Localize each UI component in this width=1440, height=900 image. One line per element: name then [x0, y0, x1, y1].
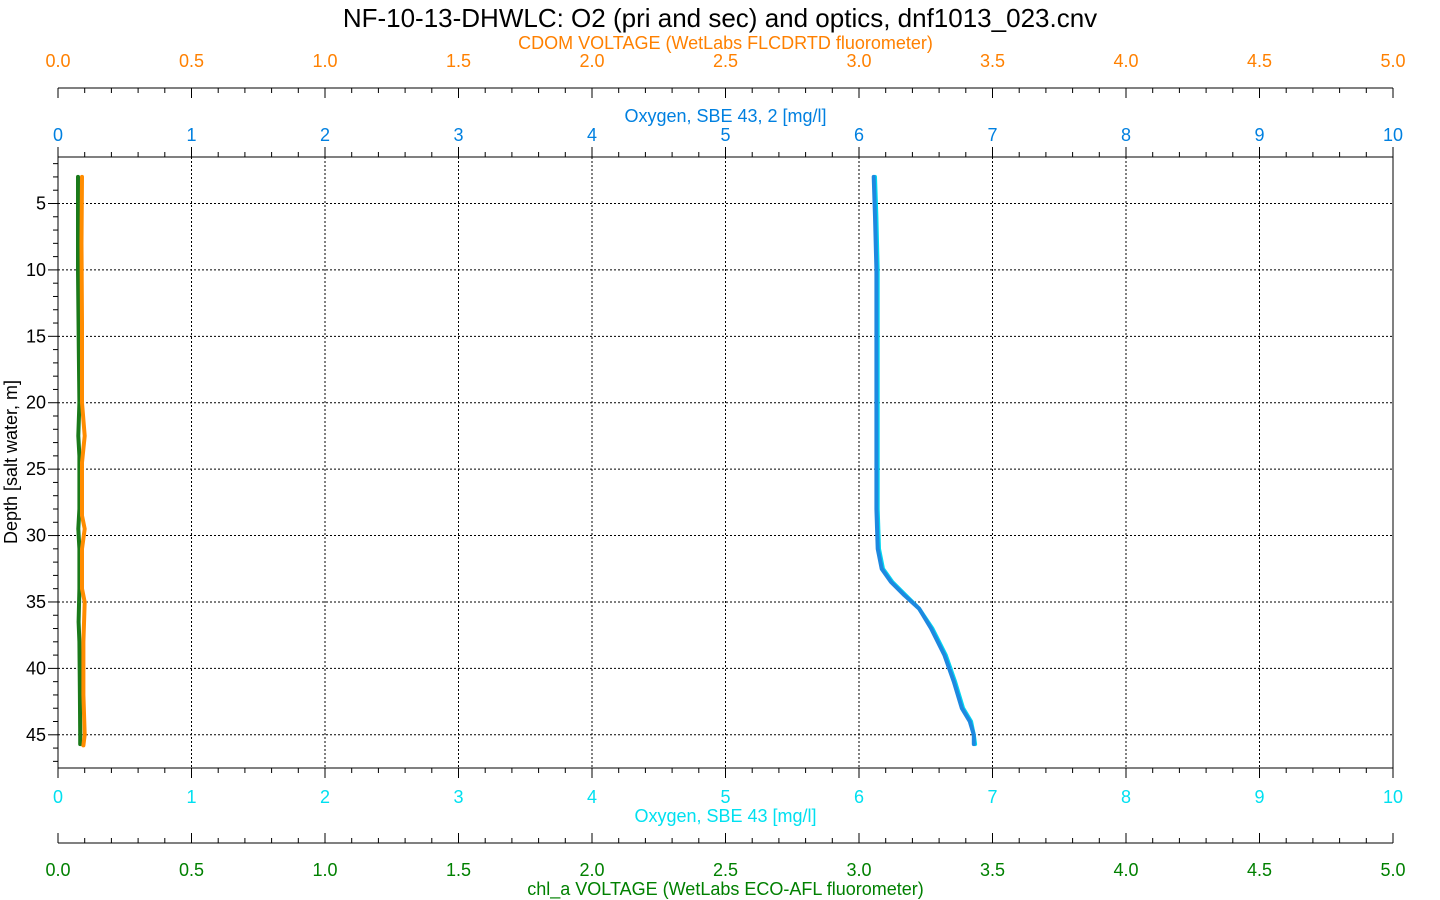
x-axis-oxy1: 0 1 2 3 4 5 6 7 8 9 10 Oxygen, SBE 43 [mg/l]: [53, 768, 1403, 826]
x-tick-label: 0.0: [45, 51, 70, 71]
series-line-oxy2: [871, 174, 976, 747]
x-tick-label: 3.5: [980, 51, 1005, 71]
x-tick-label: 2.0: [579, 860, 604, 880]
x-tick-label: 0.5: [179, 860, 204, 880]
grid: [57, 156, 1394, 769]
series-line-cdom: [79, 174, 87, 748]
x-axis-title-chl: chl_a VOLTAGE (WetLabs ECO-AFL fluoromet…: [527, 879, 923, 900]
x-tick-label: 5.0: [1380, 51, 1405, 71]
y-tick-label: 25: [26, 459, 46, 479]
y-tick-label: 15: [26, 326, 46, 346]
x-axis-title-cdom: CDOM VOLTAGE (WetLabs FLCDRTD fluoromete…: [518, 33, 933, 53]
y-tick-label: 10: [26, 260, 46, 280]
x-tick-label: 4.5: [1247, 860, 1272, 880]
x-axis-title-oxy1: Oxygen, SBE 43 [mg/l]: [634, 806, 816, 826]
x-tick-label: 0.0: [45, 860, 70, 880]
x-tick-label: 1.0: [312, 51, 337, 71]
y-axis-title: Depth [salt water, m]: [1, 380, 21, 544]
x-tick-label: 8: [1121, 125, 1131, 145]
series-group: [76, 174, 978, 748]
x-tick-label: 3: [453, 787, 463, 807]
series-line-oxy1: [873, 174, 978, 747]
x-tick-label: 2.5: [713, 51, 738, 71]
x-tick-label: 1.0: [312, 860, 337, 880]
x-tick-label: 6: [854, 125, 864, 145]
y-tick-label: 40: [26, 658, 46, 678]
x-tick-label: 1.5: [446, 860, 471, 880]
x-tick-label: 2: [320, 787, 330, 807]
x-axis-chl: 0.0 0.5 1.0 1.5 2.0 2.5 3.0 3.5 4.0 4.5 5.0 chl_a V…: [45, 833, 1406, 900]
x-tick-label: 4.0: [1113, 51, 1138, 71]
x-tick-label: 3: [453, 125, 463, 145]
x-tick-label: 10: [1383, 787, 1403, 807]
chart-title: NF-10-13-DHWLC: O2 (pri and sec) and opt…: [343, 3, 1097, 33]
x-tick-label: 3.0: [846, 860, 871, 880]
x-tick-label: 8: [1121, 787, 1131, 807]
x-tick-label: 5: [720, 787, 730, 807]
x-tick-label: 6: [854, 787, 864, 807]
x-tick-label: 4: [587, 125, 597, 145]
x-tick-label: 7: [987, 125, 997, 145]
x-tick-label: 5: [720, 125, 730, 145]
y-tick-label: 30: [26, 526, 46, 546]
x-tick-label: 3.5: [980, 860, 1005, 880]
x-tick-label: 2.5: [713, 860, 738, 880]
x-tick-label: 0: [53, 125, 63, 145]
x-tick-label: 4.5: [1247, 51, 1272, 71]
x-tick-label: 10: [1383, 125, 1403, 145]
series-line-chl: [76, 174, 83, 747]
x-tick-label: 2.0: [579, 51, 604, 71]
y-tick-label: 35: [26, 592, 46, 612]
y-tick-label: 45: [26, 725, 46, 745]
x-tick-label: 0: [53, 787, 63, 807]
x-tick-label: 2: [320, 125, 330, 145]
x-tick-label: 4: [587, 787, 597, 807]
x-tick-label: 9: [1254, 787, 1264, 807]
x-tick-label: 9: [1254, 125, 1264, 145]
x-tick-label: 0.5: [179, 51, 204, 71]
x-axis-cdom: 0.0 0.5 1.0 1.5 2.0 2.5 3.0 3.5 4.0 4.5 5.0 CDOM VO…: [45, 33, 1406, 98]
x-tick-label: 1: [186, 787, 196, 807]
x-tick-label: 7: [987, 787, 997, 807]
x-tick-label: 1.5: [446, 51, 471, 71]
x-tick-label: 3.0: [846, 51, 871, 71]
x-axis-oxy2: 0 1 2 3 4 5 6 7 8 9 10 Oxygen, SBE 43, 2 [mg/l]: [53, 106, 1403, 157]
x-tick-label: 5.0: [1380, 860, 1405, 880]
x-tick-label: 1: [186, 125, 196, 145]
y-tick-label: 5: [36, 193, 46, 213]
y-tick-label: 20: [26, 393, 46, 413]
x-tick-label: 4.0: [1113, 860, 1138, 880]
x-axis-title-oxy2: Oxygen, SBE 43, 2 [mg/l]: [624, 106, 826, 126]
